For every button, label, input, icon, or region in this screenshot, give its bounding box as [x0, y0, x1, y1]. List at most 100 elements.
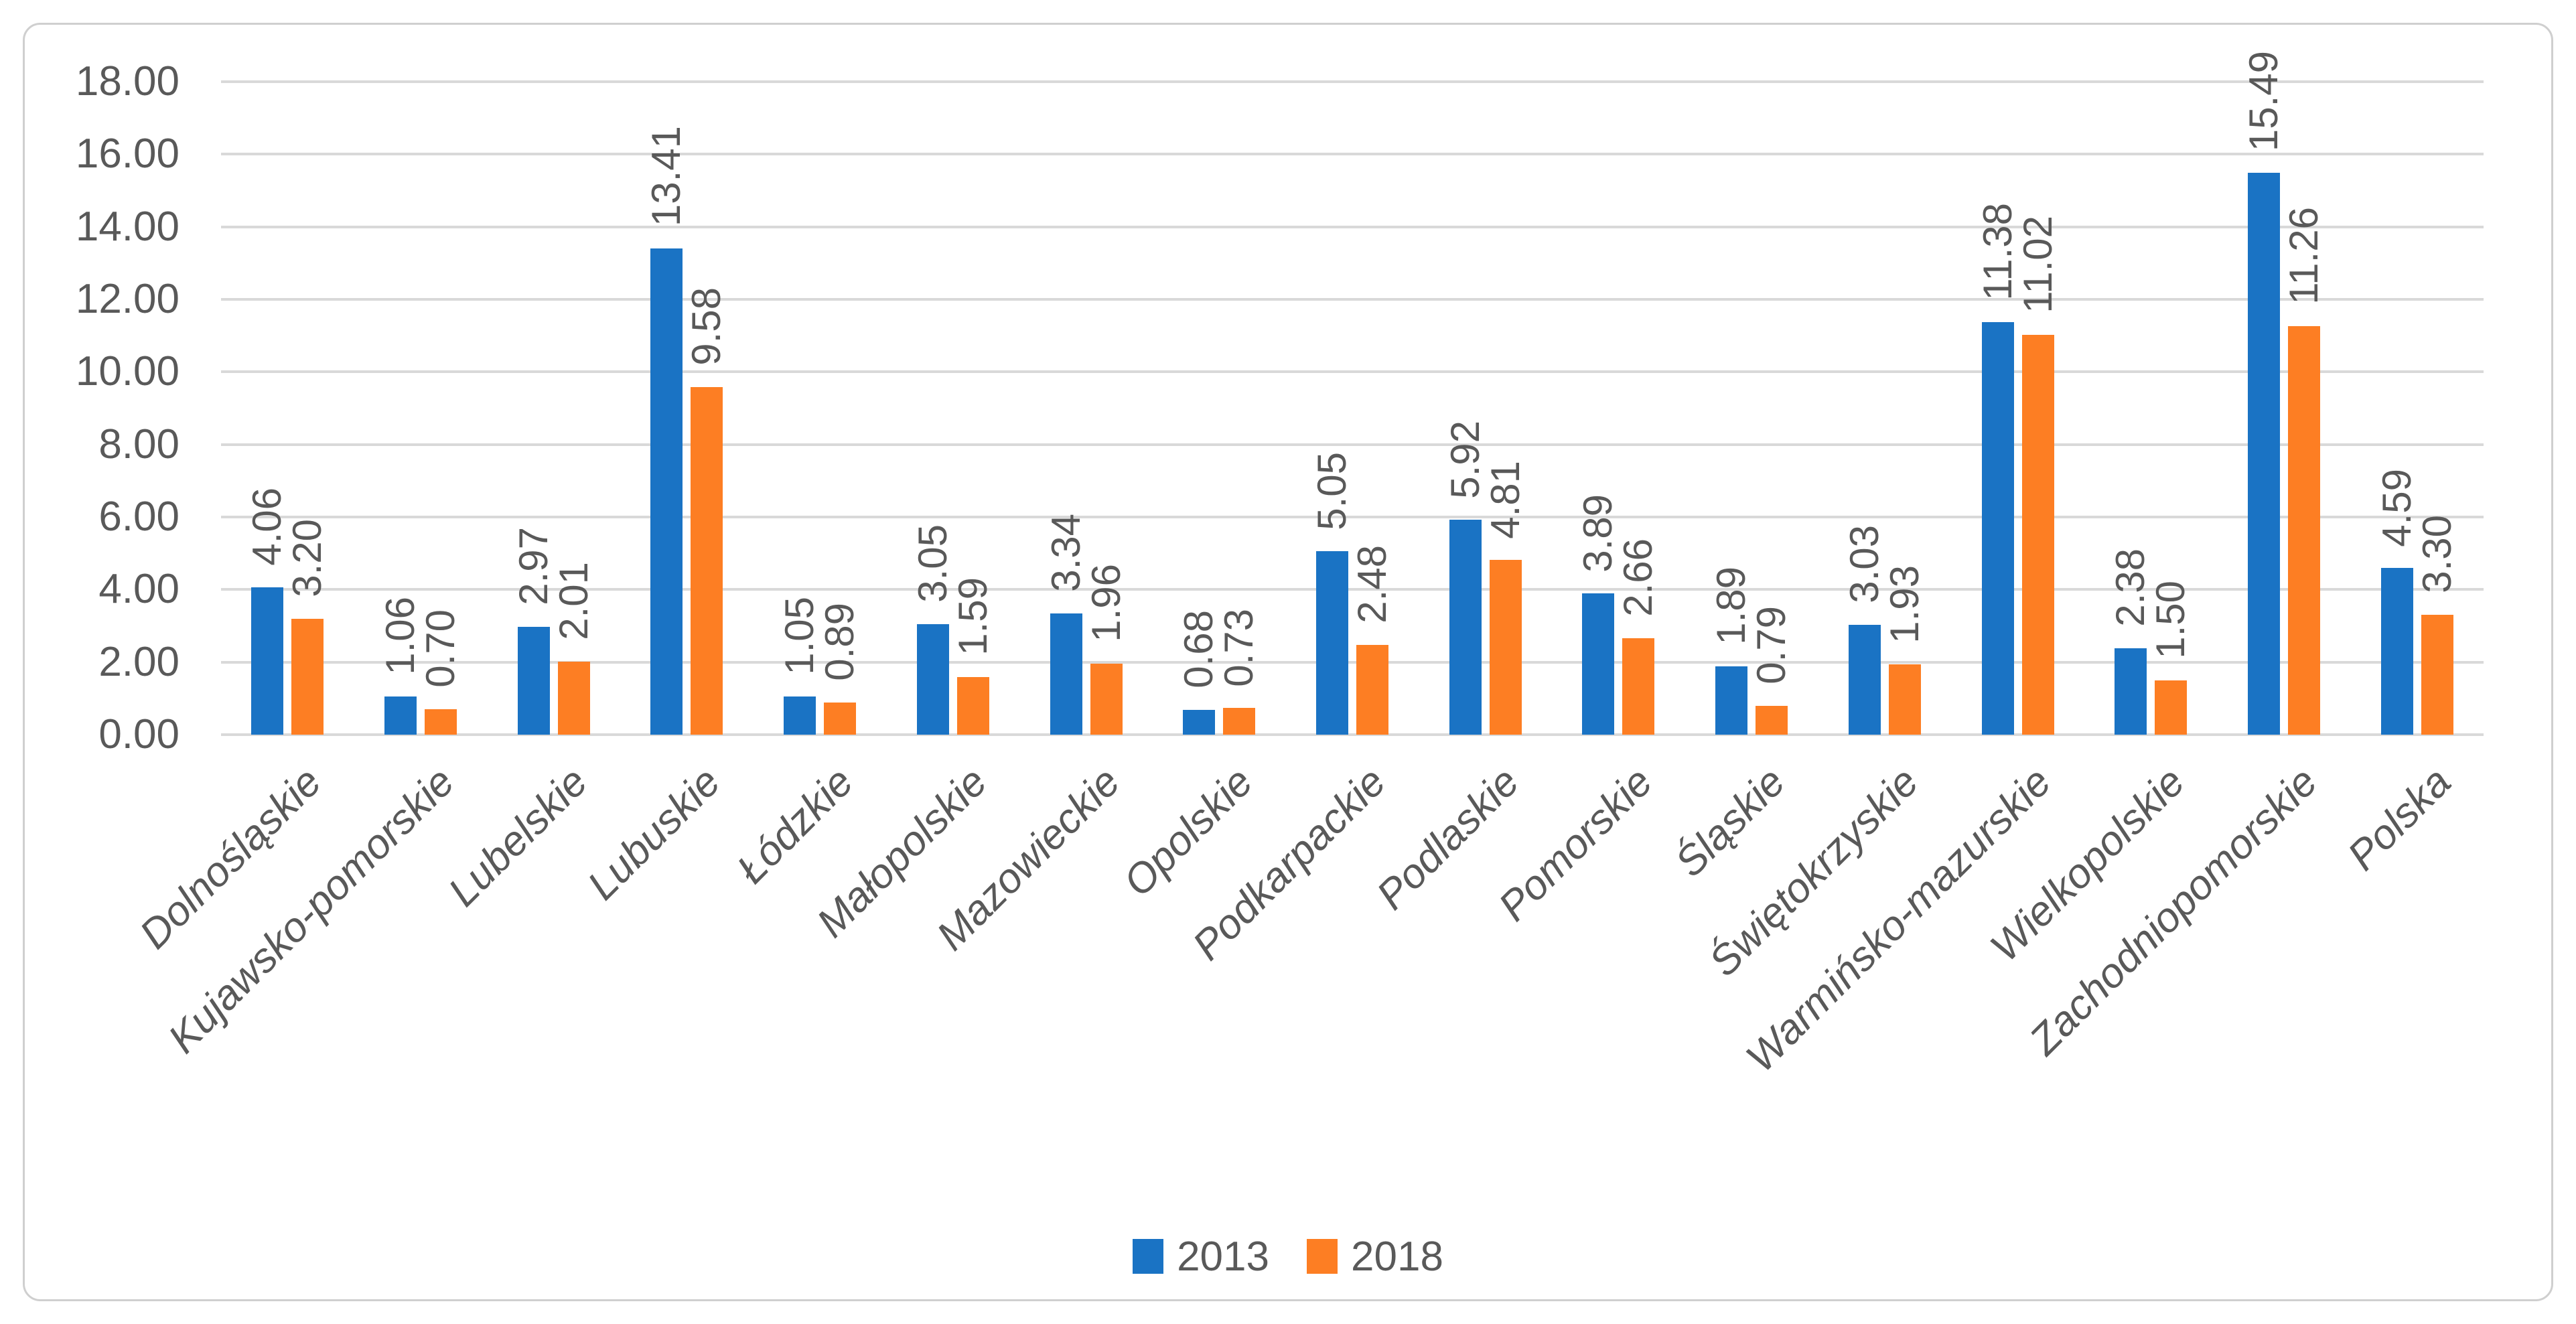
bar-2013 [517, 627, 550, 735]
legend-label: 2013 [1177, 1233, 1269, 1280]
gridline [221, 733, 2484, 736]
y-axis-tick-label: 0.00 [98, 711, 180, 757]
bar-2013 [1316, 551, 1348, 735]
y-axis-tick-label: 10.00 [75, 348, 180, 395]
bar-value-label: 3.89 [1575, 494, 1621, 573]
bar-2018 [1888, 664, 1921, 735]
bar-2013 [1582, 593, 1615, 735]
y-axis-tick-label: 8.00 [98, 421, 180, 467]
x-axis-category-label: Lubelskie [439, 758, 597, 915]
bar-value-label: 4.59 [2374, 468, 2419, 547]
x-axis-category-label: Łódzkie [728, 758, 863, 893]
gridline [221, 80, 2484, 83]
bar-value-label: 3.05 [910, 524, 955, 603]
y-axis-tick-label: 4.00 [98, 566, 180, 613]
bar-value-label: 0.73 [1216, 608, 1262, 687]
y-axis-tick-label: 12.00 [75, 276, 180, 322]
bar-value-label: 2.38 [2108, 548, 2153, 628]
bar-2013 [2247, 172, 2280, 735]
bar-value-label: 2.66 [1616, 538, 1661, 617]
bar-2018 [691, 387, 723, 735]
bar-value-label: 9.58 [684, 287, 729, 366]
bar-2013 [2115, 648, 2147, 735]
bar-2018 [425, 709, 457, 735]
y-axis-tick-label: 14.00 [75, 203, 180, 250]
y-axis-tick-label: 6.00 [98, 494, 180, 540]
bar-2013 [384, 696, 417, 735]
bar-value-label: 1.96 [1083, 564, 1129, 642]
y-axis-tick-label: 2.00 [98, 638, 180, 685]
bar-2013 [1183, 710, 1216, 735]
bar-value-label: 1.93 [1881, 565, 1927, 644]
y-axis-tick-label: 16.00 [75, 131, 180, 177]
bar-value-label: 3.30 [2414, 515, 2459, 594]
bar-value-label: 15.49 [2240, 50, 2286, 151]
bar-2013 [650, 248, 683, 735]
bar-2013 [1449, 520, 1482, 735]
bar-value-label: 5.92 [1442, 420, 1488, 499]
bar-value-label: 4.81 [1482, 460, 1528, 539]
chart-legend: 2013 2018 [0, 1231, 2576, 1282]
bar-2013 [1848, 624, 1881, 735]
bar-value-label: 0.70 [418, 609, 463, 688]
bar-2018 [1356, 644, 1388, 735]
bar-value-label: 1.06 [378, 596, 423, 675]
x-axis-category-label: Śląskie [1666, 758, 1794, 886]
bar-2018 [2021, 335, 2054, 735]
bar-value-label: 5.05 [1309, 451, 1354, 530]
gridline [221, 516, 2484, 518]
bar-2018 [1223, 708, 1256, 735]
bar-2013 [1050, 613, 1082, 735]
bar-value-label: 3.34 [1043, 514, 1088, 593]
legend-item-2018: 2018 [1307, 1233, 1443, 1280]
bar-value-label: 2.01 [551, 562, 596, 641]
bar-value-label: 11.26 [2281, 207, 2326, 305]
bar-value-label: 13.41 [644, 126, 689, 227]
bar-value-label: 11.02 [2015, 216, 2060, 314]
x-axis-category-label: Polska [2338, 758, 2460, 880]
bar-value-label: 4.06 [244, 488, 290, 567]
bar-value-label: 0.89 [817, 603, 863, 681]
bar-2018 [2155, 680, 2188, 735]
bar-value-label: 3.03 [1841, 525, 1887, 603]
bar-value-label: 3.20 [285, 518, 330, 597]
bar-value-label: 1.89 [1709, 566, 1754, 645]
gridline [221, 370, 2484, 374]
bar-value-label: 1.05 [777, 597, 822, 676]
gridline [221, 443, 2484, 446]
bar-2018 [1756, 706, 1788, 735]
bar-2013 [1715, 666, 1748, 735]
bar-2018 [291, 618, 324, 735]
legend-label: 2018 [1351, 1233, 1443, 1280]
legend-swatch-2018 [1307, 1239, 1338, 1274]
bar-2013 [2380, 568, 2413, 735]
gridline [221, 660, 2484, 664]
y-axis-tick-label: 18.00 [75, 58, 180, 104]
bar-value-label: 11.38 [1975, 202, 2020, 301]
bar-2018 [956, 676, 989, 735]
bar-value-label: 1.59 [950, 577, 995, 656]
bar-2018 [1090, 663, 1123, 735]
bar-value-label: 1.50 [2148, 580, 2194, 659]
bar-value-label: 2.97 [510, 527, 556, 606]
bar-2013 [784, 696, 816, 735]
bar-value-label: 2.48 [1350, 544, 1394, 623]
gridline [221, 153, 2484, 156]
bar-value-label: 0.68 [1176, 610, 1222, 689]
bar-2018 [1489, 560, 1522, 735]
gridline [221, 588, 2484, 591]
gridline [221, 225, 2484, 228]
legend-item-2013: 2013 [1133, 1233, 1269, 1280]
bar-value-label: 0.79 [1749, 606, 1794, 685]
bar-2013 [916, 623, 949, 735]
bar-2018 [824, 702, 857, 735]
bar-2018 [557, 662, 590, 735]
bar-2013 [251, 587, 284, 735]
bar-2018 [2421, 615, 2453, 735]
bar-2018 [2287, 326, 2320, 735]
bar-2013 [1981, 321, 2014, 735]
legend-swatch-2013 [1133, 1239, 1164, 1274]
gridline [221, 298, 2484, 301]
bar-2018 [1622, 638, 1655, 735]
